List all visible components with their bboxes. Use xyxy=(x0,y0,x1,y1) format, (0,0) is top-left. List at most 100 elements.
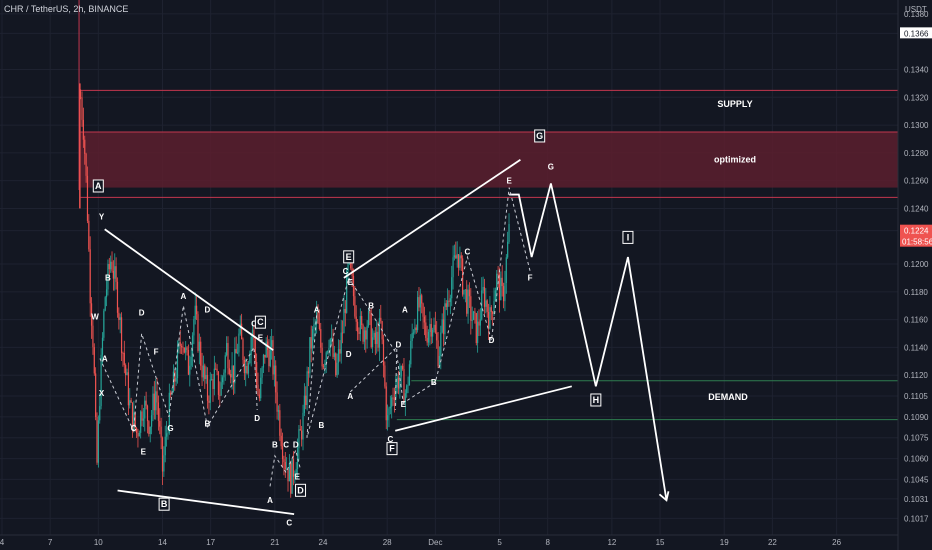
candle-body xyxy=(329,338,331,348)
candle-body xyxy=(187,349,190,375)
candle-body xyxy=(318,323,320,330)
candle-body xyxy=(467,289,469,314)
candle-body xyxy=(505,257,507,284)
candle-body xyxy=(366,325,368,340)
candle-body xyxy=(309,337,311,374)
candle-body xyxy=(453,255,456,258)
candle-body xyxy=(176,348,179,379)
candle-body xyxy=(427,332,430,343)
candle-body xyxy=(367,310,370,326)
candle-body xyxy=(462,258,464,295)
wave-label: C xyxy=(388,435,394,444)
candle-body xyxy=(175,378,177,382)
wave-label: C xyxy=(131,424,137,433)
candle-body xyxy=(501,277,503,287)
candle-body xyxy=(245,365,247,374)
wave-label: D xyxy=(139,308,145,317)
candle-body xyxy=(369,310,371,314)
candle-body xyxy=(325,352,327,364)
rising-wedge-top-line xyxy=(343,159,521,279)
candle-body xyxy=(471,319,473,321)
price-tick-label: 0.1075 xyxy=(904,434,929,443)
candle-body xyxy=(279,410,281,436)
candle-body xyxy=(355,316,357,322)
candle-body xyxy=(119,317,121,320)
candle-body xyxy=(302,412,304,440)
chart-grid xyxy=(0,0,898,535)
candle-body xyxy=(359,316,361,335)
candle-body xyxy=(149,426,151,434)
candle-body xyxy=(475,313,477,343)
candle-body xyxy=(472,311,475,320)
candle-body xyxy=(346,270,348,313)
candle-body xyxy=(85,153,87,176)
wave-label: W xyxy=(91,313,99,322)
candle-body xyxy=(156,391,158,403)
wave-label: C xyxy=(343,267,349,276)
candle-body xyxy=(378,317,381,348)
candle-body xyxy=(457,254,460,268)
candle-body xyxy=(449,298,451,302)
candle-body xyxy=(142,418,145,421)
candle-body xyxy=(374,332,376,344)
candle-body xyxy=(96,416,98,463)
date-tick-label: 28 xyxy=(383,538,392,547)
candle-body xyxy=(320,329,322,348)
candle-body xyxy=(82,119,84,140)
wave-label: G xyxy=(167,424,173,433)
candle-body xyxy=(361,316,363,326)
candle-body xyxy=(411,333,413,341)
price-tick-label: 0.1280 xyxy=(904,149,929,158)
candle-body xyxy=(260,377,262,399)
candle-body xyxy=(80,97,82,99)
candle-body xyxy=(452,257,454,278)
candle-body xyxy=(193,319,195,336)
candle-body xyxy=(477,321,479,343)
price-tick-label: 0.1200 xyxy=(904,260,929,269)
candle-body xyxy=(179,342,181,346)
wave-label: E xyxy=(346,252,352,262)
candle-body xyxy=(202,365,205,378)
projection-path xyxy=(509,183,668,501)
candle-body xyxy=(257,384,259,395)
candle-body xyxy=(254,339,256,363)
candle-body xyxy=(286,468,288,470)
descending-triangle-top-line xyxy=(104,228,274,351)
candle-body xyxy=(249,355,251,363)
candle-body xyxy=(460,255,462,259)
candle-body xyxy=(198,341,200,351)
candle-body xyxy=(204,365,206,380)
candle-body xyxy=(397,377,400,389)
candle-body xyxy=(410,340,412,365)
candle-body xyxy=(408,364,411,386)
price-tick-label: 0.1060 xyxy=(904,455,929,464)
candle-body xyxy=(294,474,296,477)
candle-body xyxy=(170,392,172,395)
candle-body xyxy=(305,395,307,406)
candle-body xyxy=(232,365,235,384)
candle-body xyxy=(200,341,202,366)
candle-body xyxy=(406,385,408,394)
candle-body xyxy=(114,266,116,279)
candle-body xyxy=(131,402,134,431)
wave-label: E xyxy=(141,447,147,456)
candle-body xyxy=(430,324,432,337)
candle-body xyxy=(496,273,498,291)
candle-body xyxy=(88,220,90,250)
candle-body xyxy=(402,365,404,370)
candle-body xyxy=(130,400,132,403)
candle-body xyxy=(201,365,203,378)
candle-body xyxy=(211,379,213,380)
candle-body xyxy=(314,323,316,325)
candle-body xyxy=(219,394,221,396)
candle-body xyxy=(400,365,402,377)
candle-body xyxy=(415,327,417,331)
candle-body xyxy=(215,368,217,370)
candle-body xyxy=(141,411,143,421)
candle-body xyxy=(221,377,224,383)
candle-body xyxy=(93,347,95,374)
wave-label-box xyxy=(534,129,546,143)
wave-label-box xyxy=(295,483,307,497)
candle-body xyxy=(227,343,229,369)
